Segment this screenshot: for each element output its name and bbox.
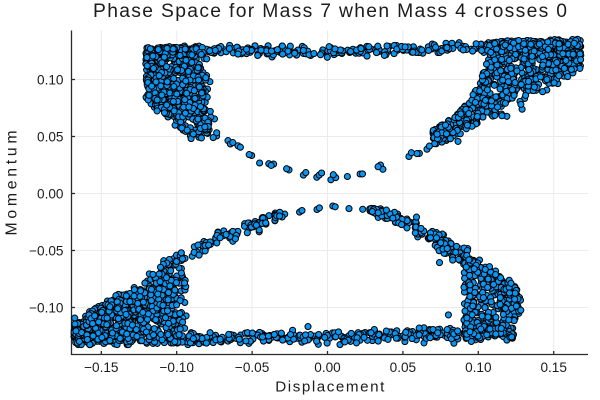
svg-text:0.00: 0.00 — [314, 360, 341, 375]
svg-text:−0.10: −0.10 — [159, 360, 194, 375]
svg-text:0.10: 0.10 — [37, 73, 64, 88]
svg-text:−0.05: −0.05 — [235, 360, 269, 375]
svg-text:0.05: 0.05 — [390, 360, 416, 375]
svg-text:Displacement: Displacement — [275, 379, 385, 396]
svg-text:−0.05: −0.05 — [29, 244, 63, 259]
svg-text:0.15: 0.15 — [540, 360, 566, 375]
svg-text:Phase Space for Mass 7 when Ma: Phase Space for Mass 7 when Mass 4 cross… — [93, 1, 567, 22]
svg-text:0.00: 0.00 — [37, 187, 64, 202]
svg-text:0.10: 0.10 — [465, 360, 492, 375]
svg-text:Momentum: Momentum — [4, 131, 21, 236]
svg-text:−0.10: −0.10 — [29, 301, 64, 316]
svg-text:−0.15: −0.15 — [84, 360, 118, 375]
svg-text:0.05: 0.05 — [37, 130, 63, 145]
